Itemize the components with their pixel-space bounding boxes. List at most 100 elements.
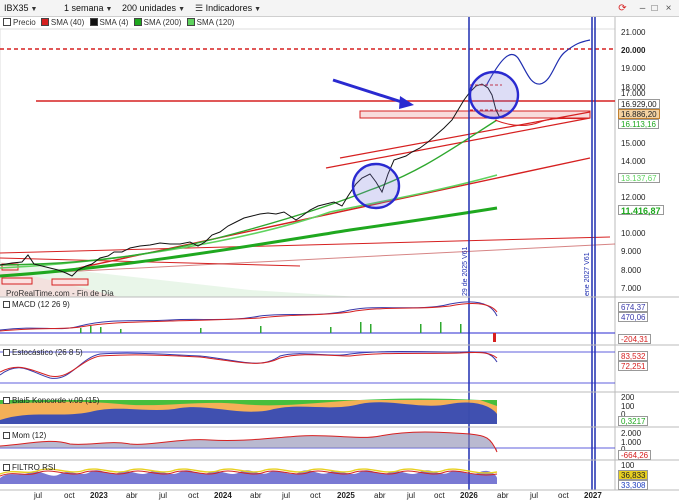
stoch-d-line	[0, 352, 498, 377]
top-toolbar: IBX35 ▼ 1 semana ▼ 200 unidades ▼ ☰ Indicad…	[0, 0, 679, 17]
x-tick: oct	[558, 491, 569, 500]
legend-sma4[interactable]: SMA (4)	[89, 17, 128, 29]
projection-curve-red	[494, 117, 591, 127]
projection-curve	[485, 39, 591, 87]
x-tick: abr	[497, 491, 509, 500]
x-tick: abr	[126, 491, 138, 500]
trend-line	[0, 257, 301, 267]
x-tick: oct	[64, 491, 75, 500]
chevron-down-icon: ▼	[105, 6, 113, 13]
stoch-value: 72,251	[618, 361, 649, 371]
x-tick: abr	[374, 491, 386, 500]
checkbox-icon	[40, 18, 49, 26]
checkbox-icon	[3, 301, 10, 308]
x-tick: 2027	[584, 491, 602, 500]
koncorde-tick: 0	[621, 410, 626, 419]
price-line	[0, 83, 501, 277]
price-legend: Precio SMA (40) SMA (4) SMA (200) SMA (1…	[0, 17, 600, 29]
x-tick: oct	[188, 491, 199, 500]
x-tick: jul	[282, 491, 291, 500]
mom-title[interactable]: Mom (12)	[3, 431, 46, 440]
rsi-value: 33,308	[618, 480, 649, 490]
close-icon[interactable]: ×	[665, 3, 672, 14]
legend-sma200[interactable]: SMA (200)	[133, 17, 181, 29]
x-tick: jul	[159, 491, 168, 500]
mom-line	[0, 431, 498, 453]
x-tick: 2026	[460, 491, 478, 500]
rsi-yellow-line	[0, 468, 498, 475]
x-tick: jul	[34, 491, 43, 500]
time-marker-label: 29 de 2025 V61	[462, 246, 469, 296]
indicators-button[interactable]: ☰ Indicadores ▼	[193, 2, 263, 15]
mom-tick: 0	[621, 445, 625, 454]
koncorde-value: 0,3217	[618, 416, 649, 426]
price-tick: 20.000	[621, 46, 646, 55]
macd-value: -204,31	[618, 334, 652, 344]
rsi-title[interactable]: FILTRO RSI	[3, 463, 55, 472]
refresh-icon[interactable]: ⟳	[618, 3, 627, 14]
channel-line	[325, 117, 591, 169]
indicators-label: Indicadores	[205, 3, 253, 13]
minimize-icon[interactable]: –	[639, 3, 646, 14]
stoch-title[interactable]: Estocástico (26 8 5)	[3, 348, 83, 357]
koncorde-tick: 200	[621, 393, 635, 402]
macd-signal-line	[0, 303, 498, 332]
highlight-circle	[468, 70, 520, 120]
chevron-down-icon: ▼	[30, 6, 38, 13]
x-tick: abr	[250, 491, 262, 500]
ma-fill-area	[0, 262, 360, 297]
checkbox-icon	[186, 18, 195, 26]
price-tick: 15.000	[621, 139, 646, 148]
price-badge-sma200b: 11.416,87	[618, 205, 664, 216]
arrow-annotation	[332, 78, 406, 105]
x-tick: 2023	[90, 491, 108, 500]
indicators-icon: ☰	[195, 3, 204, 13]
source-label: ProRealTime.com - Fin de Día	[6, 289, 114, 298]
chevron-down-icon: ▼	[178, 6, 185, 13]
x-tick: 2025	[337, 491, 355, 500]
highlight-circle	[351, 162, 401, 210]
checkbox-icon	[133, 18, 142, 26]
rsi-tick: 100	[621, 461, 635, 470]
sma-40-line	[0, 119, 498, 266]
macd-value: 674,37	[618, 302, 649, 312]
units-label: 200 unidades	[122, 3, 177, 13]
x-tick: 2024	[214, 491, 232, 500]
price-tick: 18.000	[621, 83, 646, 92]
checkbox-icon	[3, 432, 10, 439]
price-tick: 7.000	[621, 284, 642, 293]
price-tick: 9.000	[621, 247, 642, 256]
x-tick: oct	[434, 491, 445, 500]
price-tick: 10.000	[621, 229, 646, 238]
sma-200-line	[0, 206, 498, 278]
period-selector[interactable]: 1 semana ▼	[62, 2, 114, 15]
price-tick: 8.000	[621, 266, 642, 275]
macd-title[interactable]: MACD (12 26 9)	[3, 300, 70, 309]
marker-box	[1, 277, 33, 285]
time-marker-label: ene 2027 V61	[584, 252, 591, 296]
x-tick: oct	[310, 491, 321, 500]
mom-tick: 1.000	[621, 438, 642, 447]
price-badge-sma200: 13.137,67	[618, 173, 660, 183]
trend-line	[0, 243, 616, 276]
price-badge-last: 16.929,00	[618, 99, 660, 109]
legend-price[interactable]: Precio	[3, 17, 36, 29]
stoch-value: 83,532	[618, 351, 649, 361]
symbol-selector[interactable]: IBX35 ▼	[2, 2, 39, 15]
koncorde-title[interactable]: Blai5 Koncorde v.09 (15)	[3, 396, 99, 405]
macd-histogram-neg	[493, 333, 496, 342]
units-selector[interactable]: 200 unidades ▼	[120, 2, 187, 15]
price-badge-sma120: 16.113,16	[618, 119, 659, 129]
checkbox-icon	[3, 397, 10, 404]
price-tick: 19.000	[621, 64, 646, 73]
price-badge-sma40: 16.886,20	[618, 109, 660, 119]
mom-value: -664,26	[618, 450, 652, 460]
legend-sma40[interactable]: SMA (40)	[40, 17, 84, 29]
target-zone-box	[359, 110, 591, 119]
x-tick: jul	[530, 491, 539, 500]
legend-sma120[interactable]: SMA (120)	[186, 17, 234, 29]
maximize-icon[interactable]: □	[651, 3, 658, 14]
period-label: 1 semana	[64, 3, 104, 13]
price-tick: 17.000	[621, 89, 646, 98]
